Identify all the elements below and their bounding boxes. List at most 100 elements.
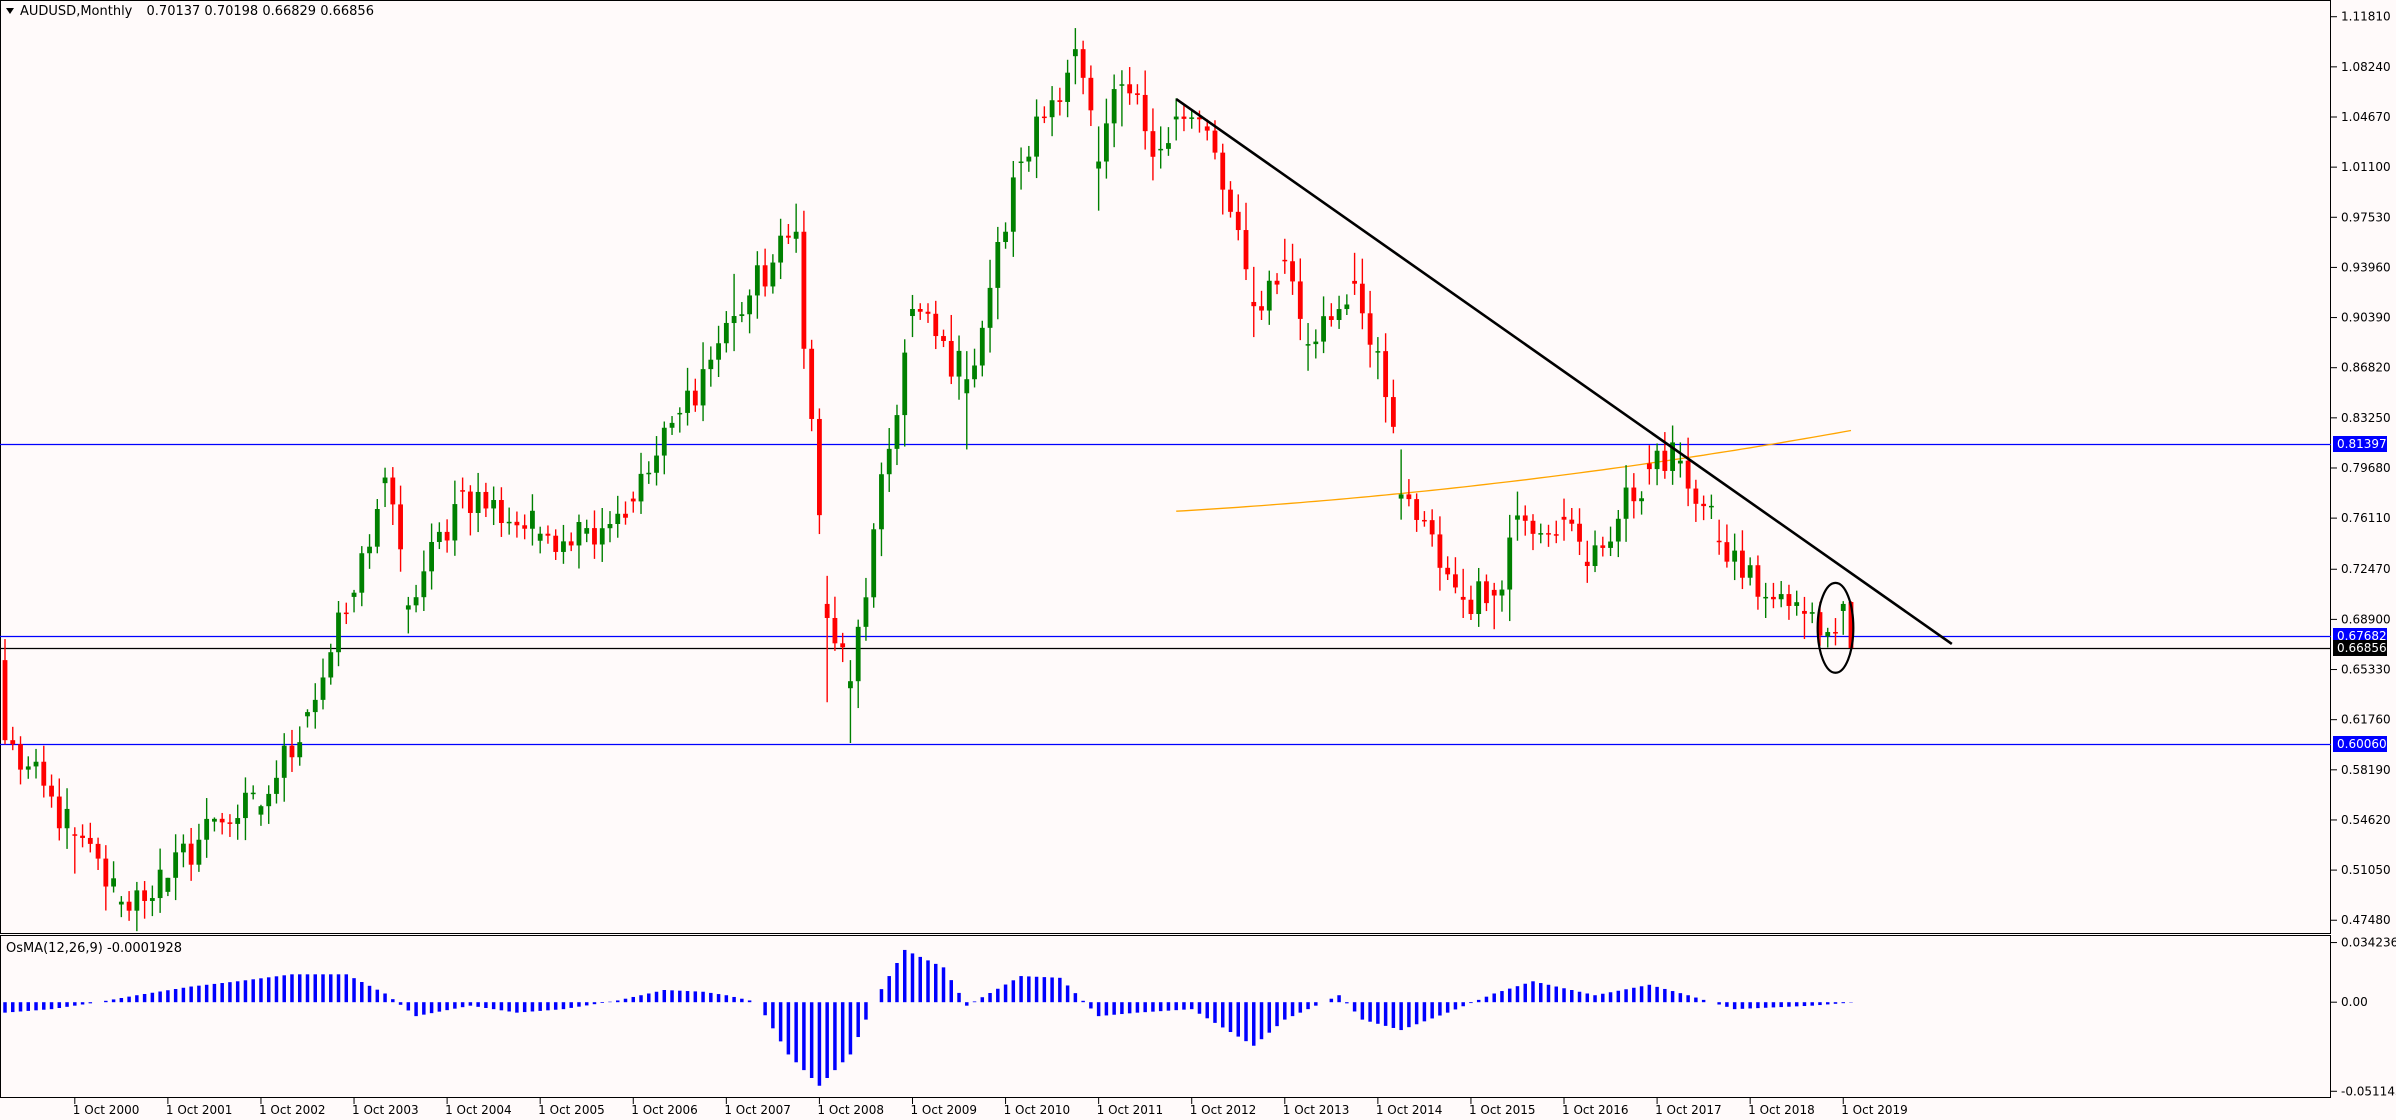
price-tick-label: 0.79680 <box>2341 461 2391 475</box>
candle <box>747 289 753 334</box>
candle <box>1142 70 1148 150</box>
candle <box>1111 74 1117 148</box>
candle <box>1584 540 1590 583</box>
candle <box>1786 584 1792 620</box>
candle <box>1670 425 1676 485</box>
candle <box>1646 445 1652 485</box>
candle <box>537 526 543 554</box>
candle <box>1429 509 1435 547</box>
candle <box>467 485 473 536</box>
price-tick-label: 0.65330 <box>2341 663 2391 677</box>
candle <box>910 294 915 338</box>
candle <box>1375 337 1381 380</box>
candle <box>1235 194 1241 241</box>
trendline-layer[interactable] <box>1175 97 1953 674</box>
candle <box>18 736 23 785</box>
candle <box>1259 290 1264 320</box>
candle <box>1158 126 1164 169</box>
time-tick-label: 1 Oct 2008 <box>817 1103 884 1117</box>
time-axis: 1 Oct 2000 1 Oct 2001 1 Oct 2002 1 Oct 2003… <box>73 1098 1908 1117</box>
candle <box>716 325 721 377</box>
candle <box>157 848 163 913</box>
candle <box>289 729 295 772</box>
candle <box>118 896 124 918</box>
highlight-ellipse[interactable] <box>1816 581 1855 674</box>
candle <box>941 329 946 348</box>
candle <box>1034 99 1039 179</box>
candle <box>1057 87 1063 116</box>
candle <box>1065 59 1071 118</box>
candle <box>879 462 884 557</box>
osma-tick-label: 0.0342369 <box>2341 936 2396 950</box>
candle <box>817 408 822 535</box>
candle <box>1561 498 1567 541</box>
candle <box>1677 442 1683 478</box>
candle <box>514 511 520 538</box>
candle <box>685 367 690 426</box>
candle <box>1359 258 1365 330</box>
candle <box>638 452 644 514</box>
candle <box>1181 105 1187 132</box>
time-tick-label: 1 Oct 2016 <box>1562 1103 1629 1117</box>
osma-axis: 0.0342369 0.00 -0.0511432 <box>2331 936 2396 1098</box>
candle <box>1600 536 1606 557</box>
price-tick-label: 0.61760 <box>2341 713 2391 727</box>
candle <box>840 632 846 663</box>
time-tick-label: 1 Oct 2018 <box>1748 1103 1815 1117</box>
candle <box>1569 508 1575 532</box>
candle <box>700 342 706 422</box>
candle <box>1119 70 1125 127</box>
candle <box>1708 494 1714 519</box>
candle <box>972 348 977 388</box>
candle <box>212 817 217 832</box>
candle <box>1383 333 1389 423</box>
candle <box>1840 601 1846 635</box>
candle <box>1592 530 1598 573</box>
candle <box>801 210 807 369</box>
candle <box>1321 296 1326 354</box>
candle <box>1701 495 1707 521</box>
candle <box>785 223 791 245</box>
trendline[interactable] <box>1175 97 1953 646</box>
osma-tick-label: 0.00 <box>2341 995 2368 1009</box>
price-tick-label: 1.08240 <box>2341 60 2391 74</box>
candle <box>1352 252 1358 295</box>
candle <box>227 814 233 837</box>
time-tick-label: 1 Oct 2012 <box>1190 1103 1257 1117</box>
candle <box>351 589 357 613</box>
candle <box>1515 491 1520 541</box>
candle <box>305 709 310 728</box>
candle <box>1305 323 1311 371</box>
candle <box>1732 533 1738 581</box>
candle <box>1553 520 1559 544</box>
candle <box>204 798 210 858</box>
candle <box>1313 329 1319 359</box>
candle <box>297 726 303 766</box>
candle <box>964 351 970 450</box>
candle <box>894 404 900 466</box>
candle <box>320 658 326 710</box>
candle <box>429 523 435 590</box>
candle <box>1189 109 1195 129</box>
candle <box>1809 602 1815 624</box>
candle <box>607 511 613 543</box>
candle <box>1251 266 1257 338</box>
candle <box>1406 479 1412 507</box>
candle <box>630 491 636 513</box>
candle <box>103 845 109 911</box>
candle <box>1072 28 1078 85</box>
candle <box>1018 147 1024 190</box>
price-tick-label: 0.68900 <box>2341 612 2391 626</box>
candle <box>1724 524 1730 568</box>
candle <box>1088 65 1094 127</box>
price-tick-label: 0.51050 <box>2341 863 2391 877</box>
level-badge-label: 0.81397 <box>2337 437 2387 451</box>
dropdown-triangle-icon[interactable] <box>6 8 14 14</box>
candle <box>1266 270 1272 325</box>
candle <box>475 472 481 533</box>
level-badge <box>2333 436 2387 452</box>
candle <box>405 596 411 634</box>
candle <box>196 823 202 872</box>
candle <box>1220 143 1226 215</box>
